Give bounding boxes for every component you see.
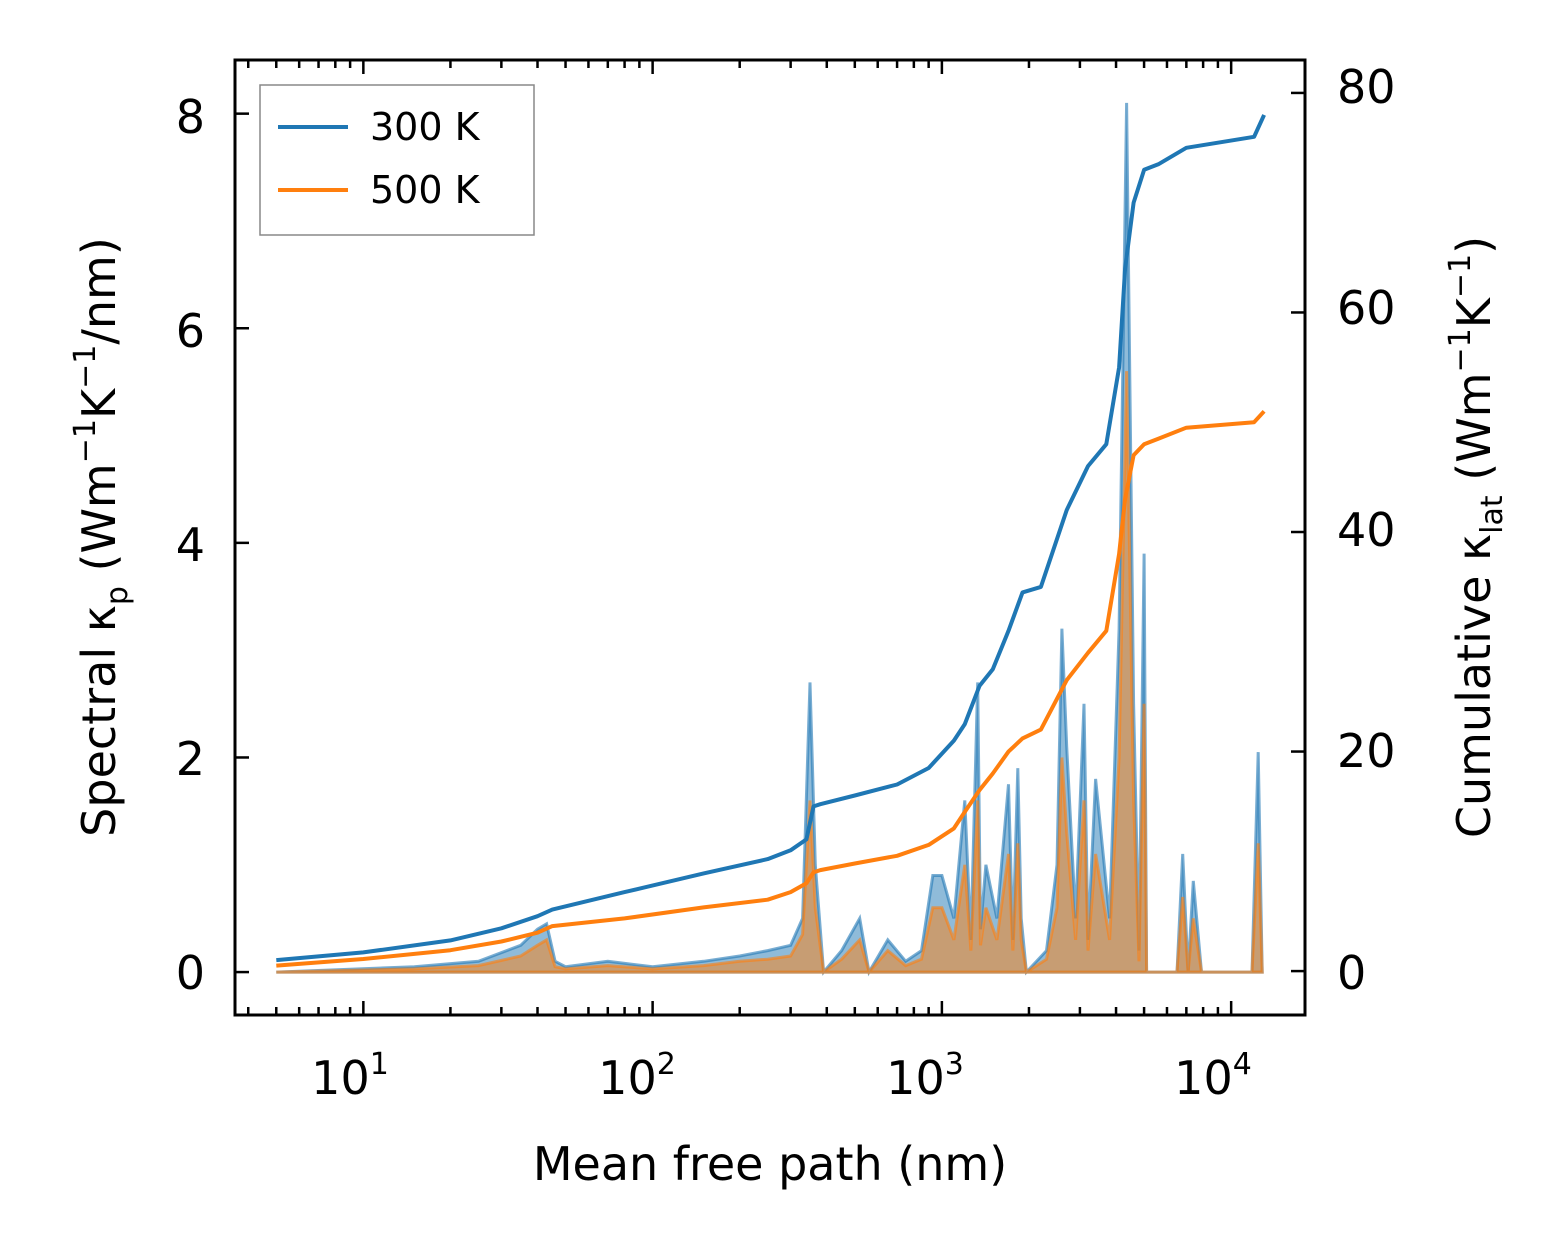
plot-frame [233, 58, 1307, 1017]
x-tick-label: 104 [1174, 1047, 1252, 1105]
cumulative-line-500k [276, 409, 1266, 968]
legend: 300 K 500 K [259, 84, 535, 236]
right-y-axis-label: Cumulative κlat (Wm−1K−1) [1443, 236, 1510, 838]
right-y-tick-labels: 0 20 40 60 80 [1337, 60, 1396, 1000]
left-y-tick-label: 0 [176, 946, 205, 1000]
left-y-axis-label: Spectral κp (Wm−1K−1/nm) [68, 237, 135, 837]
cumulative-line-300k [276, 114, 1266, 963]
x-axis-label: Mean free path (nm) [533, 1137, 1007, 1191]
spectral-area-500k [276, 371, 1264, 976]
x-tick-label: 101 [311, 1047, 389, 1105]
x-tick-labels: 101 102 103 104 [311, 1047, 1252, 1105]
right-y-tick-label: 20 [1337, 724, 1396, 778]
left-y-tick-label: 8 [176, 90, 205, 144]
left-y-tick-labels: 0 2 4 6 8 [176, 90, 205, 1000]
x-tick-label: 102 [598, 1047, 676, 1105]
legend-box [259, 84, 535, 236]
plot-data-group [276, 102, 1266, 977]
legend-label-500k: 500 K [370, 168, 481, 212]
right-y-tick-label: 40 [1337, 503, 1396, 557]
legend-label-300k: 300 K [370, 105, 481, 149]
left-y-tick-label: 4 [176, 518, 205, 572]
right-y-tick-label: 0 [1337, 946, 1366, 1000]
x-tick-label: 103 [886, 1047, 964, 1105]
right-y-tick-label: 60 [1337, 281, 1396, 335]
right-y-tick-label: 80 [1337, 60, 1396, 114]
left-y-tick-label: 6 [176, 304, 205, 358]
left-y-tick-label: 2 [176, 732, 205, 786]
